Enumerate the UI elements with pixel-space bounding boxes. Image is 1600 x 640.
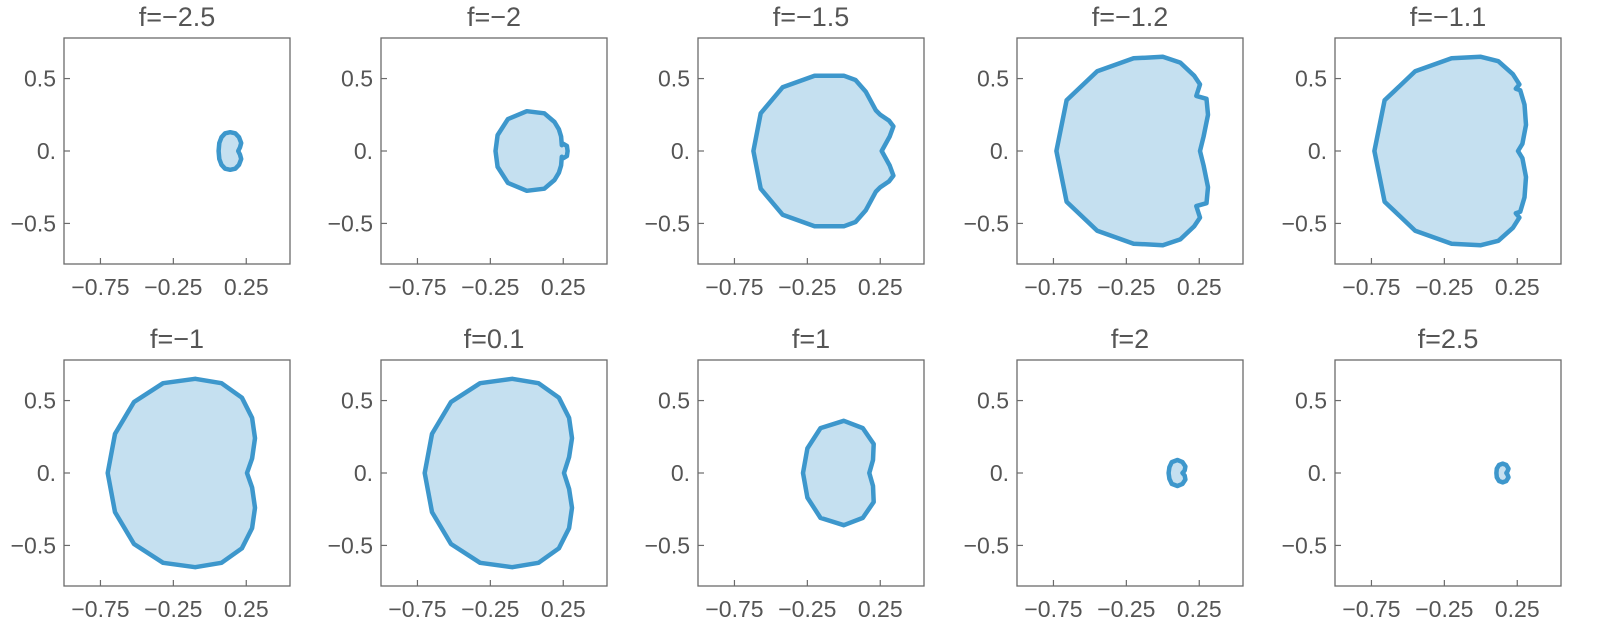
- y-tick-label: −0.5: [645, 210, 690, 236]
- x-tick-label: 0.25: [858, 274, 903, 300]
- x-tick-label: −0.25: [778, 596, 836, 622]
- x-tick-label: 0.25: [1495, 596, 1540, 622]
- x-tick-label: 0.25: [1177, 596, 1222, 622]
- x-tick-label: 0.25: [1495, 274, 1540, 300]
- x-tick-label: −0.75: [1342, 596, 1400, 622]
- x-tick-label: −0.75: [388, 274, 446, 300]
- y-tick-label: 0.5: [24, 388, 56, 414]
- panel-title: f=1: [792, 324, 830, 354]
- x-tick-label: 0.25: [224, 274, 269, 300]
- y-tick-label: 0.: [354, 138, 373, 164]
- x-tick-label: −0.25: [144, 274, 202, 300]
- x-tick-label: −0.75: [71, 596, 129, 622]
- y-tick-label: −0.5: [964, 210, 1009, 236]
- y-tick-label: 0.: [671, 460, 690, 486]
- x-tick-label: −0.75: [71, 274, 129, 300]
- y-tick-label: 0.5: [341, 66, 373, 92]
- x-tick-label: −0.25: [461, 274, 519, 300]
- x-tick-label: −0.25: [461, 596, 519, 622]
- y-tick-label: 0.: [990, 138, 1009, 164]
- region-shape: [105, 376, 258, 570]
- x-tick-label: 0.25: [224, 596, 269, 622]
- y-tick-label: 0.: [37, 460, 56, 486]
- x-tick-label: −0.75: [705, 596, 763, 622]
- x-tick-label: −0.75: [705, 274, 763, 300]
- panel-title: f=−1: [150, 324, 204, 354]
- plot-frame: [63, 37, 291, 265]
- x-tick-label: 0.25: [858, 596, 903, 622]
- y-tick-label: 0.5: [658, 388, 690, 414]
- x-tick-label: 0.25: [541, 596, 586, 622]
- panel-2: f=−2 0.5 0. −0.5 −0.75 −0.25 0.25: [328, 2, 608, 300]
- region-shape: [1054, 54, 1211, 248]
- y-tick-label: 0.: [37, 138, 56, 164]
- panel-1: f=−2.5 0.5 0. −0.5 −0.75 −0.25 0.25: [11, 2, 291, 300]
- panel-5: f=−1.1 0.5 0. −0.5 −0.75 −0.25 0.25: [1282, 2, 1562, 300]
- panel-title: f=−1.1: [1410, 2, 1487, 32]
- y-tick-label: 0.5: [658, 66, 690, 92]
- y-tick-label: −0.5: [11, 210, 56, 236]
- y-tick-label: 0.: [1308, 138, 1327, 164]
- x-tick-label: −0.25: [144, 596, 202, 622]
- plot-frame: [1016, 359, 1244, 587]
- region-shape: [1494, 461, 1511, 485]
- panel-3: f=−1.5 0.5 0. −0.5 −0.75 −0.25 0.25: [645, 2, 925, 300]
- panel-4: f=−1.2 0.5 0. −0.5 −0.75 −0.25 0.25: [964, 2, 1244, 300]
- y-tick-label: 0.5: [24, 66, 56, 92]
- x-tick-label: −0.75: [1024, 596, 1082, 622]
- x-tick-label: −0.25: [1097, 596, 1155, 622]
- y-tick-label: 0.5: [341, 388, 373, 414]
- x-tick-label: −0.25: [1415, 274, 1473, 300]
- x-tick-label: −0.25: [1097, 274, 1155, 300]
- panel-10: f=2.5 0.5 0. −0.5 −0.75 −0.25 0.25: [1282, 324, 1562, 622]
- y-tick-label: 0.5: [977, 388, 1009, 414]
- plot-frame: [1334, 359, 1562, 587]
- y-tick-label: −0.5: [1282, 210, 1327, 236]
- x-tick-label: −0.75: [388, 596, 446, 622]
- y-tick-label: −0.5: [645, 532, 690, 558]
- panel-title: f=0.1: [464, 324, 525, 354]
- y-tick-label: −0.5: [328, 210, 373, 236]
- panel-title: f=−2: [467, 2, 521, 32]
- panel-title: f=−1.5: [773, 2, 850, 32]
- y-tick-label: 0.: [354, 460, 373, 486]
- x-tick-label: 0.25: [1177, 274, 1222, 300]
- y-tick-label: −0.5: [964, 532, 1009, 558]
- panel-9: f=2 0.5 0. −0.5 −0.75 −0.25 0.25: [964, 324, 1244, 622]
- panel-8: f=1 0.5 0. −0.5 −0.75 −0.25 0.25: [645, 324, 925, 622]
- x-tick-label: 0.25: [541, 274, 586, 300]
- y-tick-label: −0.5: [1282, 532, 1327, 558]
- y-tick-label: 0.: [671, 138, 690, 164]
- region-shape: [1166, 457, 1188, 489]
- panel-6: f=−1 0.5 0. −0.5 −0.75 −0.25 0.25: [11, 324, 291, 622]
- region-shape: [216, 129, 244, 173]
- panel-7: f=0.1 0.5 0. −0.5 −0.75 −0.25 0.25: [328, 324, 608, 622]
- y-tick-label: 0.: [990, 460, 1009, 486]
- region-shape: [493, 108, 570, 194]
- y-tick-label: 0.5: [977, 66, 1009, 92]
- x-tick-label: −0.75: [1024, 274, 1082, 300]
- y-tick-label: 0.5: [1295, 66, 1327, 92]
- region-shape: [751, 73, 896, 229]
- region-shape: [1372, 54, 1529, 248]
- region-shape: [800, 418, 876, 528]
- panel-title: f=−2.5: [139, 2, 216, 32]
- panel-title: f=2.5: [1418, 324, 1479, 354]
- x-tick-label: −0.75: [1342, 274, 1400, 300]
- y-tick-label: 0.: [1308, 460, 1327, 486]
- panel-title: f=2: [1111, 324, 1149, 354]
- x-tick-label: −0.25: [778, 274, 836, 300]
- panel-title: f=−1.2: [1092, 2, 1169, 32]
- y-tick-label: −0.5: [11, 532, 56, 558]
- y-tick-label: 0.5: [1295, 388, 1327, 414]
- x-tick-label: −0.25: [1415, 596, 1473, 622]
- region-shape: [422, 376, 575, 570]
- y-tick-label: −0.5: [328, 532, 373, 558]
